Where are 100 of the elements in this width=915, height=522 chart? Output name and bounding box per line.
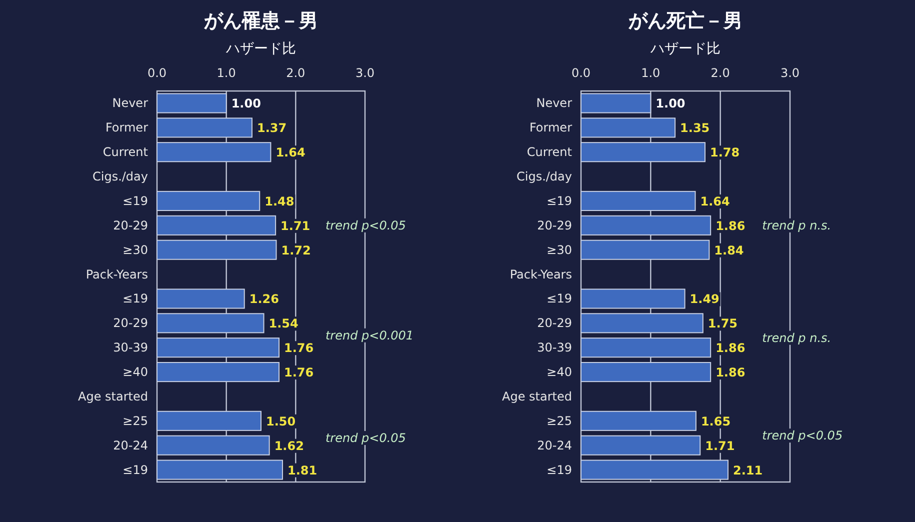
annotation: trend p<0.05 <box>325 431 406 446</box>
x-tick-label: 2.0 <box>286 66 306 80</box>
y-tick-label: ≤19 <box>546 194 572 208</box>
data-label: 1.64 <box>700 194 730 208</box>
y-tick-label: 20-24 <box>113 438 148 452</box>
y-tick-label: Pack-Years <box>86 267 148 282</box>
annotation: trend p n.s. <box>762 330 832 345</box>
bar <box>580 313 704 334</box>
y-tick-label: Age started <box>502 389 572 404</box>
bar <box>156 240 277 260</box>
data-label: 1.49 <box>690 292 720 306</box>
y-tick-label: ≥40 <box>122 365 148 380</box>
y-tick-label: Former <box>529 120 572 135</box>
bar <box>580 240 710 260</box>
y-tick-label: Cigs./day <box>516 170 572 184</box>
x-tick-label: 1.0 <box>641 66 660 80</box>
data-label: 1.54 <box>268 316 298 331</box>
x-tick-label: 2.0 <box>710 66 730 80</box>
bar <box>580 93 652 114</box>
data-label: 1.35 <box>680 121 710 136</box>
bar <box>580 362 712 382</box>
y-tick-label: ≥25 <box>122 414 148 428</box>
bar <box>156 190 260 211</box>
data-label: 1.26 <box>249 292 279 306</box>
y-tick-label: 30-39 <box>113 340 148 355</box>
y-tick-label: Cigs./day <box>92 170 148 184</box>
bar <box>156 410 262 431</box>
y-tick-label: 20-29 <box>113 218 148 232</box>
data-label: 1.86 <box>716 218 746 233</box>
bar <box>580 435 701 456</box>
bar <box>580 142 706 162</box>
bar <box>580 190 696 211</box>
y-tick-label: Current <box>102 145 148 160</box>
bar <box>156 93 227 114</box>
y-tick-label: ≥40 <box>546 365 572 380</box>
y-tick-label: 20-24 <box>537 438 572 452</box>
chart-title: がん死亡－男 <box>628 10 742 32</box>
y-tick-label: ≥25 <box>546 414 572 428</box>
bar <box>580 288 686 309</box>
bar <box>156 338 280 358</box>
y-tick-label: ≤19 <box>122 194 148 208</box>
x-tick-label: 0.0 <box>147 66 167 80</box>
y-tick-label: 20-29 <box>537 316 572 330</box>
y-tick-label: ≤19 <box>122 462 148 477</box>
y-tick-label: Age started <box>78 389 148 404</box>
annotation: trend p<0.001 <box>325 328 414 342</box>
bar <box>156 362 280 382</box>
x-tick-label: 3.0 <box>355 66 375 80</box>
bar <box>156 215 276 236</box>
bar <box>580 215 712 236</box>
bar <box>156 118 252 138</box>
data-label: 1.78 <box>710 146 740 160</box>
data-label: 1.00 <box>656 96 686 111</box>
bar <box>156 435 270 456</box>
data-label: 1.81 <box>287 463 318 478</box>
y-tick-label: ≥30 <box>546 242 572 257</box>
annotation: trend p n.s. <box>762 218 832 232</box>
data-label: 1.86 <box>716 366 746 380</box>
bar <box>156 288 245 309</box>
data-label: 1.86 <box>716 341 746 356</box>
data-label: 1.64 <box>276 146 306 160</box>
y-tick-label: ≤19 <box>122 292 148 306</box>
y-tick-label: Former <box>105 120 148 135</box>
bar <box>580 338 712 358</box>
bar <box>156 142 272 162</box>
y-tick-label: Never <box>112 96 148 110</box>
bar <box>580 118 676 138</box>
data-label: 1.37 <box>256 121 287 136</box>
x-axis-title: ハザード比 <box>650 41 720 57</box>
data-label: 1.00 <box>231 96 261 111</box>
data-label: 1.75 <box>708 316 738 331</box>
y-tick-label: Current <box>526 145 572 160</box>
data-label: 1.71 <box>280 218 310 233</box>
x-tick-label: 1.0 <box>216 66 236 80</box>
y-tick-label: Pack-Years <box>510 267 572 282</box>
y-tick-label: Never <box>536 96 572 110</box>
data-label: 1.76 <box>284 366 314 380</box>
x-axis-title: ハザード比 <box>225 41 296 57</box>
annotation: trend p<0.05 <box>762 428 843 443</box>
x-tick-label: 3.0 <box>780 66 800 80</box>
chart-title: がん罹患－男 <box>203 10 318 32</box>
y-tick-label: ≤19 <box>546 292 572 306</box>
y-tick-label: 20-29 <box>537 218 572 232</box>
y-tick-label: 20-29 <box>113 316 148 330</box>
bar <box>156 460 283 480</box>
data-label: 1.62 <box>274 438 304 453</box>
data-label: 1.65 <box>700 414 731 428</box>
data-label: 1.50 <box>266 414 296 428</box>
annotation: trend p<0.05 <box>325 218 406 232</box>
bar <box>156 313 264 334</box>
data-label: 1.71 <box>705 438 735 453</box>
bar <box>580 410 696 431</box>
data-label: 1.84 <box>714 243 744 258</box>
data-label: 1.76 <box>284 341 314 356</box>
y-tick-label: ≤19 <box>546 462 572 477</box>
y-tick-label: 30-39 <box>537 340 572 355</box>
y-tick-label: ≥30 <box>122 242 148 257</box>
data-label: 1.48 <box>264 194 294 208</box>
x-tick-label: 0.0 <box>571 66 591 80</box>
data-label: 2.11 <box>732 463 763 478</box>
